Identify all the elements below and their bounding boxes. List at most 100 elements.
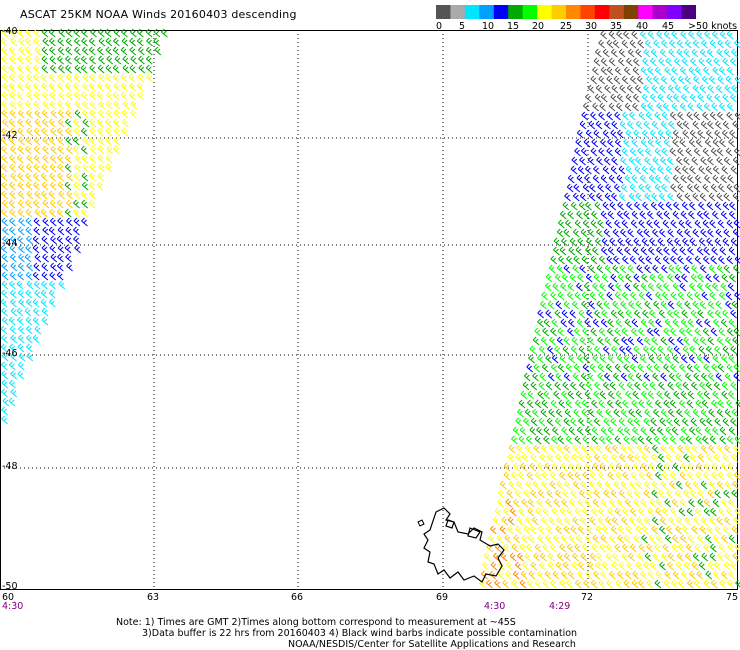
wind-barb — [585, 165, 592, 175]
wind-barb — [515, 480, 523, 490]
wind-barb — [82, 73, 90, 83]
wind-barb — [530, 489, 538, 499]
wind-barb — [677, 147, 684, 157]
wind-barb — [573, 480, 580, 490]
wind-barb — [637, 147, 645, 157]
wind-barb — [730, 237, 738, 247]
wind-barb — [545, 354, 552, 364]
wind-barb — [705, 534, 712, 544]
wind-barb — [656, 498, 663, 508]
wind-barb — [611, 48, 618, 58]
wind-barb — [565, 363, 573, 373]
wind-barb — [593, 417, 601, 427]
wind-barb — [723, 489, 731, 499]
wind-barb — [708, 444, 715, 454]
wind-barb — [33, 280, 41, 290]
wind-barb — [606, 291, 614, 301]
wind-barb — [730, 93, 737, 103]
wind-barb — [105, 46, 113, 56]
wind-barb — [668, 264, 676, 274]
wind-barb — [673, 345, 681, 355]
wind-barb — [703, 363, 711, 373]
wind-barb — [654, 183, 662, 193]
wind-barb — [544, 462, 552, 472]
wind-barb — [49, 298, 56, 308]
wind-barb — [647, 66, 654, 76]
wind-barb — [596, 300, 604, 310]
wind-barb — [679, 498, 687, 508]
wind-barb — [9, 154, 16, 164]
wind-barb — [617, 273, 625, 283]
wind-barb — [609, 570, 616, 580]
wind-barb — [671, 498, 679, 508]
wind-barb — [160, 28, 168, 38]
wind-barb — [597, 336, 604, 346]
wind-barb — [518, 435, 526, 445]
wind-barb — [621, 39, 629, 49]
wind-barb — [627, 372, 635, 382]
wind-barb — [34, 190, 42, 200]
wind-barb — [642, 129, 649, 139]
wind-barb — [720, 210, 728, 220]
wind-barb — [652, 156, 660, 166]
wind-barb — [732, 264, 740, 274]
wind-barb — [653, 219, 661, 229]
wind-barb — [81, 100, 89, 110]
legend-label-35: 35 — [610, 21, 623, 32]
wind-barb — [561, 426, 569, 436]
wind-barb — [65, 37, 73, 47]
wind-barb — [593, 129, 601, 139]
wind-barb — [511, 543, 519, 553]
wind-barb — [10, 298, 17, 308]
wind-barb — [630, 291, 637, 301]
wind-barb — [607, 318, 614, 328]
wind-barb — [566, 579, 573, 589]
wind-barb — [26, 154, 34, 164]
wind-barb — [668, 336, 675, 346]
wind-barb — [676, 156, 683, 166]
wind-barb — [687, 246, 694, 256]
wind-barb — [735, 579, 740, 588]
wind-barb — [585, 453, 593, 463]
wind-barb — [613, 372, 620, 382]
wind-barb — [543, 390, 551, 400]
wind-barb — [682, 237, 689, 247]
wind-barb — [96, 118, 104, 128]
wind-barb — [627, 264, 635, 274]
wind-barb — [591, 426, 599, 436]
wind-barb — [33, 199, 40, 209]
wind-barb — [583, 579, 590, 589]
wind-barb — [654, 579, 662, 589]
wind-barb — [529, 525, 537, 535]
wind-barb — [129, 37, 136, 47]
wind-barb — [621, 75, 629, 85]
wind-barb — [544, 570, 552, 580]
wind-barb — [685, 480, 692, 490]
wind-barb — [65, 226, 73, 236]
wind-barb — [649, 309, 656, 319]
wind-barb — [662, 255, 670, 265]
wind-barb — [654, 543, 662, 553]
wind-barb — [664, 534, 672, 544]
wind-barb — [582, 363, 590, 373]
wind-barb — [634, 489, 641, 499]
wind-barb — [1, 262, 9, 272]
wind-barb — [606, 255, 614, 265]
wind-barb — [547, 300, 555, 310]
wind-barb — [566, 255, 573, 265]
wind-barb — [580, 444, 588, 454]
wind-barb — [586, 237, 593, 247]
wind-barb — [526, 435, 533, 445]
wind-barb — [98, 100, 106, 110]
wind-barb — [633, 129, 641, 139]
wind-barb — [659, 48, 667, 58]
wind-barb — [33, 307, 40, 317]
wind-barb — [631, 174, 639, 184]
wind-barb — [89, 163, 97, 173]
wind-barb — [545, 282, 552, 292]
wind-barb — [48, 226, 56, 236]
wind-barb — [657, 165, 665, 175]
wind-barb — [707, 84, 715, 94]
wind-barb — [526, 579, 534, 589]
wind-barb — [1, 109, 9, 119]
